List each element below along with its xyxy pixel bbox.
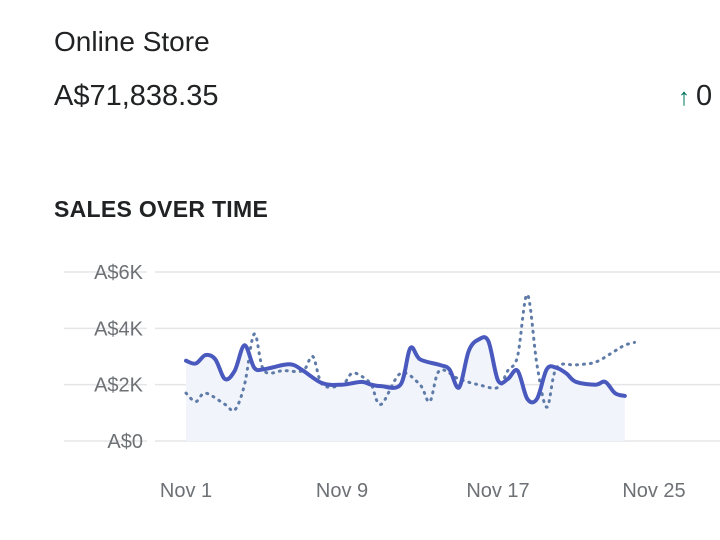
x-axis: Nov 1 Nov 9 Nov 17 Nov 25	[160, 480, 686, 502]
total-sales-value: A$71,838.35	[54, 80, 219, 112]
store-title: Online Store	[54, 26, 210, 57]
x-tick-label: Nov 1	[160, 480, 212, 502]
primary-series-area	[186, 337, 625, 441]
x-tick-label: Nov 25	[622, 480, 685, 502]
y-tick-label: A$6K	[94, 262, 144, 284]
y-axis: A$6K A$4K A$2K A$0	[94, 262, 144, 453]
sales-change-value: 0	[696, 80, 713, 112]
x-tick-label: Nov 9	[316, 480, 368, 502]
y-tick-label: A$4K	[94, 318, 144, 340]
y-tick-label: A$0	[107, 431, 143, 453]
arrow-up-icon: ↑	[678, 84, 690, 111]
x-tick-label: Nov 17	[466, 480, 529, 502]
chart-series	[184, 292, 636, 413]
sales-change: ↑ 0	[678, 80, 712, 113]
chart-area	[186, 337, 625, 441]
comparison-series-line	[184, 292, 636, 413]
primary-series-line	[184, 335, 627, 405]
y-tick-label: A$2K	[94, 375, 144, 397]
chart-title: SALES OVER TIME	[54, 196, 269, 222]
